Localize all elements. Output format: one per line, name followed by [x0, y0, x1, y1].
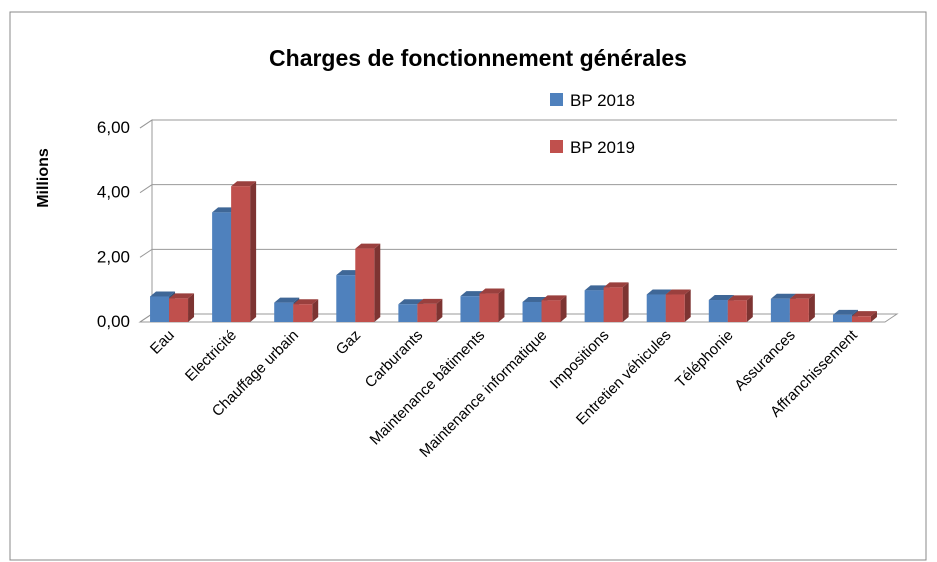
bar-front: [231, 186, 251, 322]
bar-front: [770, 298, 790, 322]
bar-top: [212, 207, 238, 213]
bar: [293, 299, 319, 322]
bar-front: [541, 300, 561, 322]
bar-top: [398, 299, 424, 305]
bar-top: [789, 293, 815, 299]
bar: [417, 298, 443, 322]
y-tick-label: 2,00: [97, 247, 130, 266]
bar-top: [293, 299, 319, 305]
bar-top: [336, 270, 362, 276]
bar-front: [355, 248, 375, 322]
chart-title: Charges de fonctionnement générales: [269, 45, 687, 71]
bar-front: [727, 300, 747, 322]
bar-side: [746, 295, 753, 322]
bar: [603, 282, 629, 322]
bar-side: [498, 288, 505, 322]
bar-top: [603, 282, 629, 288]
bar-front: [169, 298, 189, 322]
bar-side: [622, 282, 629, 322]
y-tick-label: 0,00: [97, 312, 130, 331]
bar-side: [188, 293, 195, 322]
bar-top: [460, 291, 486, 297]
bar-front: [708, 300, 728, 322]
grid-line: [139, 248, 897, 258]
bar: [789, 293, 815, 322]
bar-top: [231, 181, 257, 187]
bar-top: [708, 295, 734, 301]
chart-border: [9, 11, 927, 561]
bar-front: [398, 304, 418, 322]
legend-label: BP 2018: [570, 91, 635, 110]
bar-top: [832, 309, 858, 315]
bar-front: [460, 296, 480, 322]
bar: [479, 288, 505, 322]
bar: [851, 311, 877, 322]
bar-top: [417, 298, 443, 304]
bar-front: [832, 314, 852, 322]
bar-top: [851, 311, 877, 317]
bar: [231, 181, 257, 322]
bar-side: [436, 298, 443, 322]
bar-front: [603, 287, 623, 322]
bar-top: [355, 243, 381, 249]
bar: [355, 243, 381, 322]
y-tick-label: 6,00: [97, 118, 130, 137]
bar: [169, 293, 195, 322]
bar-side: [870, 311, 877, 322]
bar-top: [665, 289, 691, 295]
bar-side: [250, 181, 257, 322]
bar-front: [584, 290, 604, 322]
bar-side: [684, 289, 691, 322]
legend-swatch: [550, 93, 563, 106]
bar-front: [212, 212, 232, 322]
bar-top: [770, 293, 796, 299]
bar-side: [312, 299, 319, 322]
bar-side: [808, 293, 815, 322]
bar-front: [479, 293, 499, 322]
bar-front: [522, 301, 542, 322]
bar-top: [541, 295, 567, 301]
bar: [727, 295, 753, 322]
bar-front: [851, 316, 871, 322]
bar-top: [522, 296, 548, 302]
bar-front: [665, 294, 685, 322]
bar: [541, 295, 567, 322]
bar-top: [646, 289, 672, 295]
y-axis-label: Millions: [35, 148, 52, 208]
bar-front: [417, 303, 437, 322]
bar-front: [293, 304, 313, 322]
grid-line: [139, 119, 897, 129]
bar-top: [169, 293, 195, 299]
bar-front: [150, 296, 170, 322]
bar-front: [274, 302, 294, 322]
bar-top: [584, 285, 610, 291]
bar-front: [336, 275, 356, 322]
bar-side: [560, 295, 567, 322]
bar: [665, 289, 691, 322]
grid-line: [139, 184, 897, 194]
bar-front: [646, 294, 666, 322]
bar-front: [789, 298, 809, 322]
legend-swatch: [550, 140, 563, 153]
bar-top: [727, 295, 753, 301]
bar-top: [150, 291, 176, 297]
y-tick-label: 4,00: [97, 183, 130, 202]
bar-top: [274, 297, 300, 303]
legend-label: BP 2019: [570, 138, 635, 157]
bar-side: [374, 243, 381, 322]
bar-top: [479, 288, 505, 294]
